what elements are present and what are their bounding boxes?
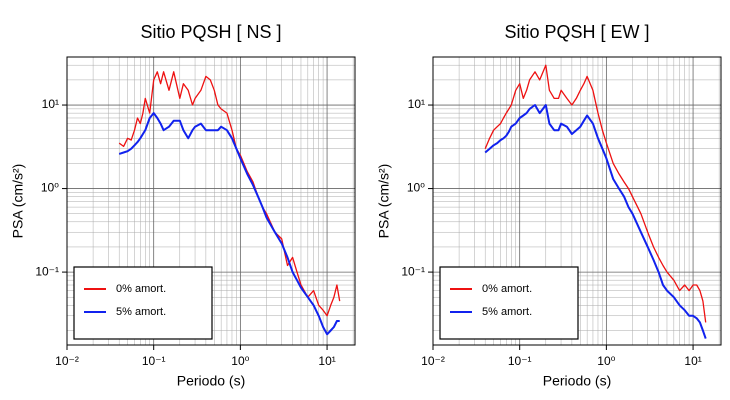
y-tick-label: 10⁻¹ [35, 264, 59, 278]
y-axis-label: PSA (cm/s²) [376, 164, 392, 239]
x-tick-label: 10⁻² [421, 354, 445, 368]
x-tick-label: 10⁻¹ [508, 354, 532, 368]
chart-title: Sitio PQSH [ NS ] [140, 22, 281, 42]
x-tick-label: 10¹ [684, 354, 701, 368]
x-tick-label: 10¹ [318, 354, 335, 368]
plot-frame [432, 56, 722, 346]
x-axis-label: Periodo (s) [543, 373, 611, 389]
series-line [484, 64, 707, 323]
y-tick-label: 10⁰ [407, 181, 425, 195]
legend-label: 0% amort. [482, 283, 532, 295]
x-tick-label: 10⁻¹ [142, 354, 166, 368]
legend-box [73, 266, 213, 340]
legend-box [439, 266, 579, 340]
legend-label: 0% amort. [116, 283, 166, 295]
series-line [484, 104, 707, 339]
legend-label: 5% amort. [482, 306, 532, 318]
x-tick-label: 10⁰ [231, 354, 249, 368]
chart-title: Sitio PQSH [ EW ] [504, 22, 649, 42]
x-tick-label: 10⁻² [55, 354, 79, 368]
y-tick-label: 10¹ [42, 97, 59, 111]
legend-label: 5% amort. [116, 306, 166, 318]
series-line [118, 112, 340, 336]
y-tick-label: 10¹ [408, 97, 425, 111]
y-tick-label: 10⁰ [41, 181, 59, 195]
y-axis-label: PSA (cm/s²) [10, 164, 26, 239]
x-tick-label: 10⁰ [597, 354, 615, 368]
y-tick-label: 10⁻¹ [401, 264, 425, 278]
x-axis-label: Periodo (s) [177, 373, 245, 389]
plot-frame [66, 56, 356, 346]
